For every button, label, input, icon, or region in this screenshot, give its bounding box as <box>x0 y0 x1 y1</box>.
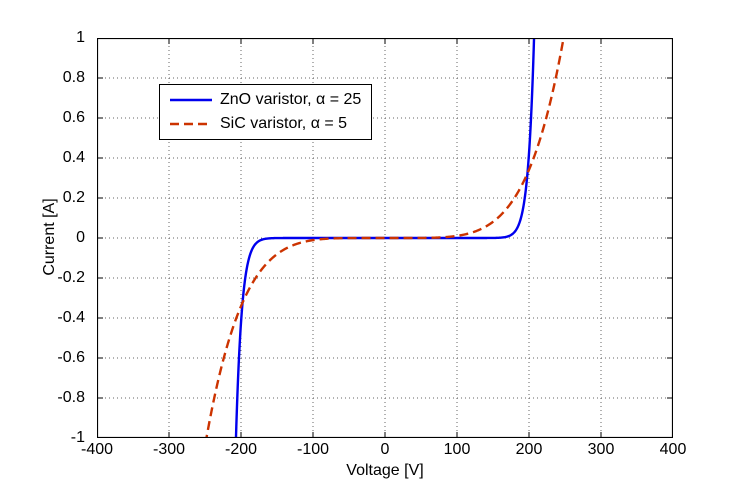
y-tick-label: -0.6 <box>57 349 85 366</box>
x-tick-label: 0 <box>380 441 390 458</box>
x-tick-label: -200 <box>224 441 258 458</box>
legend-label-zno: ZnO varistor, α = 25 <box>220 91 362 108</box>
x-tick-label: 300 <box>587 441 615 458</box>
x-tick-label: 400 <box>659 441 687 458</box>
legend-line-zno-icon <box>170 98 212 102</box>
legend-item-sic: SiC varistor, α = 5 <box>169 113 361 135</box>
x-tick-label: 100 <box>443 441 471 458</box>
plot-area: ZnO varistor, α = 25 SiC varistor, α = 5 <box>97 38 673 438</box>
chart-svg <box>97 38 673 438</box>
legend-item-zno: ZnO varistor, α = 25 <box>169 89 361 111</box>
x-tick-label: -400 <box>80 441 114 458</box>
y-tick-label: 0.2 <box>62 189 85 206</box>
y-tick-label: -0.8 <box>57 389 85 406</box>
y-tick-label: -0.4 <box>57 309 85 326</box>
y-tick-label: 0.6 <box>62 109 85 126</box>
legend: ZnO varistor, α = 25 SiC varistor, α = 5 <box>159 84 373 140</box>
y-tick-label: 1 <box>76 29 85 46</box>
x-tick-label: -100 <box>296 441 330 458</box>
y-tick-label: 0.4 <box>62 149 85 166</box>
y-tick-label: -0.2 <box>57 269 85 286</box>
x-tick-label: -300 <box>152 441 186 458</box>
y-tick-label: 0 <box>76 229 85 246</box>
legend-label-sic: SiC varistor, α = 5 <box>220 115 348 132</box>
x-axis-label: Voltage [V] <box>346 462 424 479</box>
legend-line-sic-icon <box>170 122 212 126</box>
x-tick-label: 200 <box>515 441 543 458</box>
y-tick-label: 0.8 <box>62 69 85 86</box>
y-tick-label: -1 <box>70 429 85 446</box>
